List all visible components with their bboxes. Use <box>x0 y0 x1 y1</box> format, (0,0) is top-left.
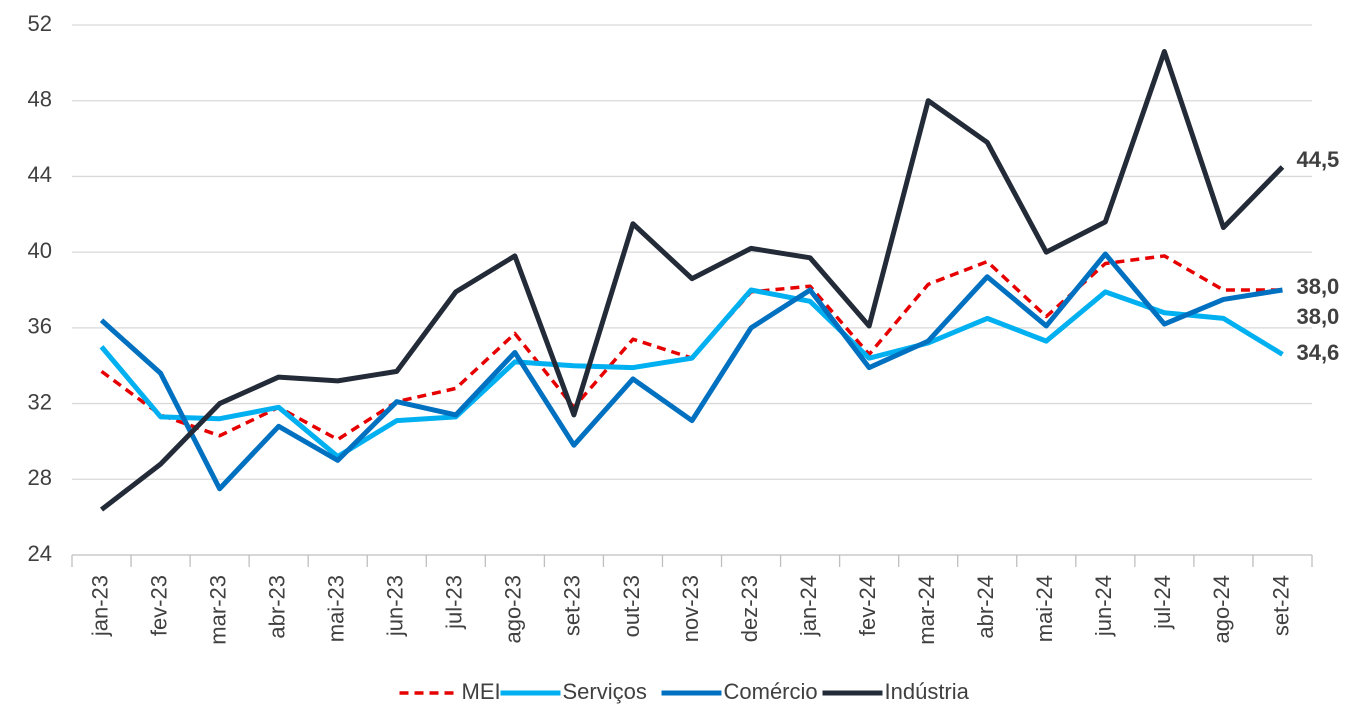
x-tick-label: ago-24 <box>1209 575 1234 644</box>
x-tick-label: mai-24 <box>1032 575 1057 642</box>
x-tick-label: jun-23 <box>383 575 408 637</box>
y-tick-label: 24 <box>28 541 52 566</box>
x-tick-label: dez-23 <box>737 575 762 642</box>
x-tick-label: jul-23 <box>442 575 467 630</box>
x-tick-label: jun-24 <box>1091 575 1116 637</box>
series-line <box>99 49 1285 512</box>
series-line <box>99 251 1283 492</box>
x-tick-label: mar-23 <box>205 575 230 645</box>
data-label: 44,5 <box>1296 147 1339 172</box>
x-tick-label: mar-24 <box>914 575 939 645</box>
x-tick-label: out-23 <box>619 575 644 637</box>
y-tick-label: 36 <box>28 314 52 339</box>
data-label: 34,6 <box>1296 340 1339 365</box>
y-tick-label: 52 <box>28 11 52 36</box>
data-label: 38,0 <box>1296 304 1339 329</box>
x-tick-label: mai-23 <box>324 575 349 642</box>
x-tick-label: nov-23 <box>678 575 703 642</box>
y-tick-label: 32 <box>28 389 52 414</box>
x-tick-label: jan-24 <box>796 575 821 637</box>
legend-label: Comércio <box>724 679 818 704</box>
x-tick-label: fev-24 <box>855 575 880 636</box>
x-tick-label: jan-23 <box>87 575 112 637</box>
y-tick-label: 40 <box>28 238 52 263</box>
series-line <box>99 287 1284 460</box>
x-tick-label: abr-23 <box>264 575 289 639</box>
series-line <box>100 254 1283 442</box>
x-tick-label: ago-23 <box>501 575 526 644</box>
y-tick-label: 28 <box>28 465 52 490</box>
y-tick-label: 44 <box>28 162 52 187</box>
legend-label: Serviços <box>563 679 647 704</box>
y-tick-label: 48 <box>28 87 52 112</box>
data-label: 38,0 <box>1296 274 1339 299</box>
x-tick-label: fev-23 <box>146 575 171 636</box>
x-tick-label: set-24 <box>1268 575 1293 636</box>
legend-label: MEI <box>462 679 501 704</box>
x-tick-label: abr-24 <box>973 575 998 639</box>
x-tick-label: set-23 <box>560 575 585 636</box>
x-tick-label: jul-24 <box>1150 575 1175 630</box>
legend-label: Indústria <box>885 679 970 704</box>
